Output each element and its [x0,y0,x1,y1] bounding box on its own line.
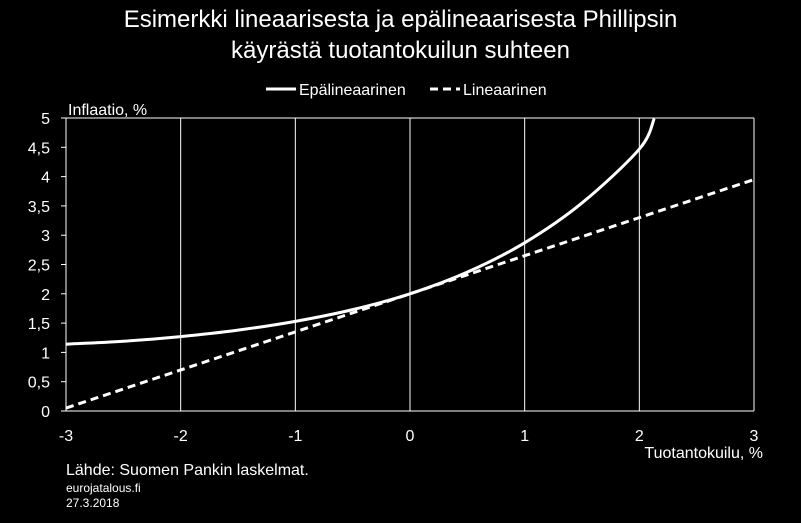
x-tick-label-0: -3 [59,428,73,445]
y-tick-label-8: 4 [41,170,50,187]
y-tick-label-9: 4,5 [28,140,50,157]
chart-title-line-2: käyrästä tuotantokuilun suhteen [231,37,570,64]
x-tick-label-5: 2 [635,428,644,445]
y-tick-label-6: 3 [41,228,50,245]
series-line-linear [65,178,755,410]
x-axis-label: Tuotantokuilu, % [644,445,763,462]
y-tick-label-0: 0 [41,404,50,421]
y-tick-label-3: 1,5 [28,316,50,333]
publish-date: 27.3.2018 [66,496,120,510]
grid-lines [180,118,755,411]
x-tick-label-6: 3 [750,428,759,445]
series-line-nonlinear [65,117,656,346]
x-tick-label-4: 1 [520,428,529,445]
footer: Lähde: Suomen Pankin laskelmat. eurojata… [66,461,309,511]
source-note: Lähde: Suomen Pankin laskelmat. [66,462,309,479]
legend-label-1: Lineaarinen [463,82,547,99]
tick-labels: 0 0,5 1 1,5 2 2,5 3 3,5 4 4,5 5 -3 -2 -1 0 1 2 3 [28,111,759,445]
chart-title: Esimerkki lineaarisesta ja epälineaarise… [0,4,801,66]
legend-label-0: Epälineaarinen [299,82,406,99]
y-axis-label: Inflaatio, % [68,102,147,119]
legend: Epälineaarinen Lineaarinen [266,82,547,99]
series-lines [65,117,755,410]
y-tick-label-4: 2 [41,287,50,304]
x-tick-label-3: 0 [406,428,415,445]
y-tick-label-5: 2,5 [28,258,50,275]
y-tick-label-1: 0,5 [28,375,50,392]
axes [61,117,754,412]
x-tick-label-2: -1 [288,428,302,445]
y-tick-label-10: 5 [41,111,50,128]
y-tick-label-7: 3,5 [28,199,50,216]
x-tick-label-1: -2 [174,428,188,445]
site-name: eurojatalous.fi [66,481,141,495]
y-tick-label-2: 1 [41,345,50,362]
chart-title-line-1: Esimerkki lineaarisesta ja epälineaarise… [123,6,678,33]
